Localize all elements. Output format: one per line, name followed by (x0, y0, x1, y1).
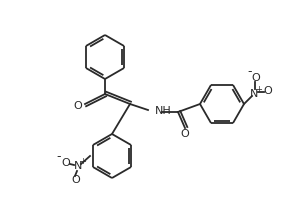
Text: -: - (57, 151, 61, 163)
Text: O: O (264, 86, 272, 96)
Text: +: + (256, 85, 263, 93)
Text: O: O (72, 175, 80, 185)
Text: NH: NH (155, 106, 172, 116)
Text: O: O (181, 129, 190, 139)
Text: O: O (74, 101, 82, 111)
Text: O: O (62, 158, 70, 168)
Text: N: N (74, 161, 82, 171)
Text: -: - (248, 66, 252, 78)
Text: O: O (252, 73, 260, 83)
Text: +: + (79, 156, 86, 166)
Text: N: N (250, 89, 258, 99)
